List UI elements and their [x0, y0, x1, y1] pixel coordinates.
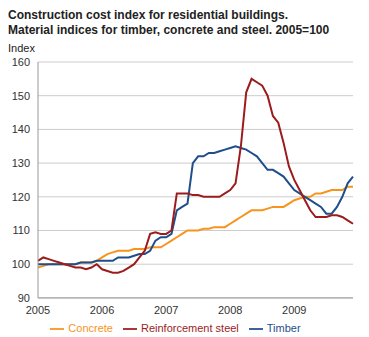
- html-text:Material indices for timber, c: Material indices for timber, concrete an…: [8, 23, 330, 37]
- svg-text:160: 160: [12, 56, 30, 68]
- svg-text:120: 120: [12, 191, 30, 203]
- html-text:Construction cost index for re: Construction cost index for residential …: [8, 8, 288, 22]
- html-text:Reinforcement steel: Reinforcement steel: [141, 321, 239, 334]
- svg-text:2005: 2005: [26, 304, 50, 316]
- html-text:Concrete: Concrete: [68, 321, 113, 334]
- svg-text:140: 140: [12, 123, 30, 135]
- svg-text:2006: 2006: [90, 304, 114, 316]
- svg-text:2007: 2007: [154, 304, 178, 316]
- svg-text:110: 110: [12, 224, 30, 236]
- html-text:Index: Index: [8, 42, 35, 54]
- svg-text:90: 90: [18, 292, 30, 304]
- svg-text:150: 150: [12, 90, 30, 102]
- svg-text:100: 100: [12, 258, 30, 270]
- svg-text:130: 130: [12, 157, 30, 169]
- svg-text:2008: 2008: [218, 304, 242, 316]
- svg-text:2009: 2009: [282, 304, 306, 316]
- html-text:Timber: Timber: [266, 321, 301, 334]
